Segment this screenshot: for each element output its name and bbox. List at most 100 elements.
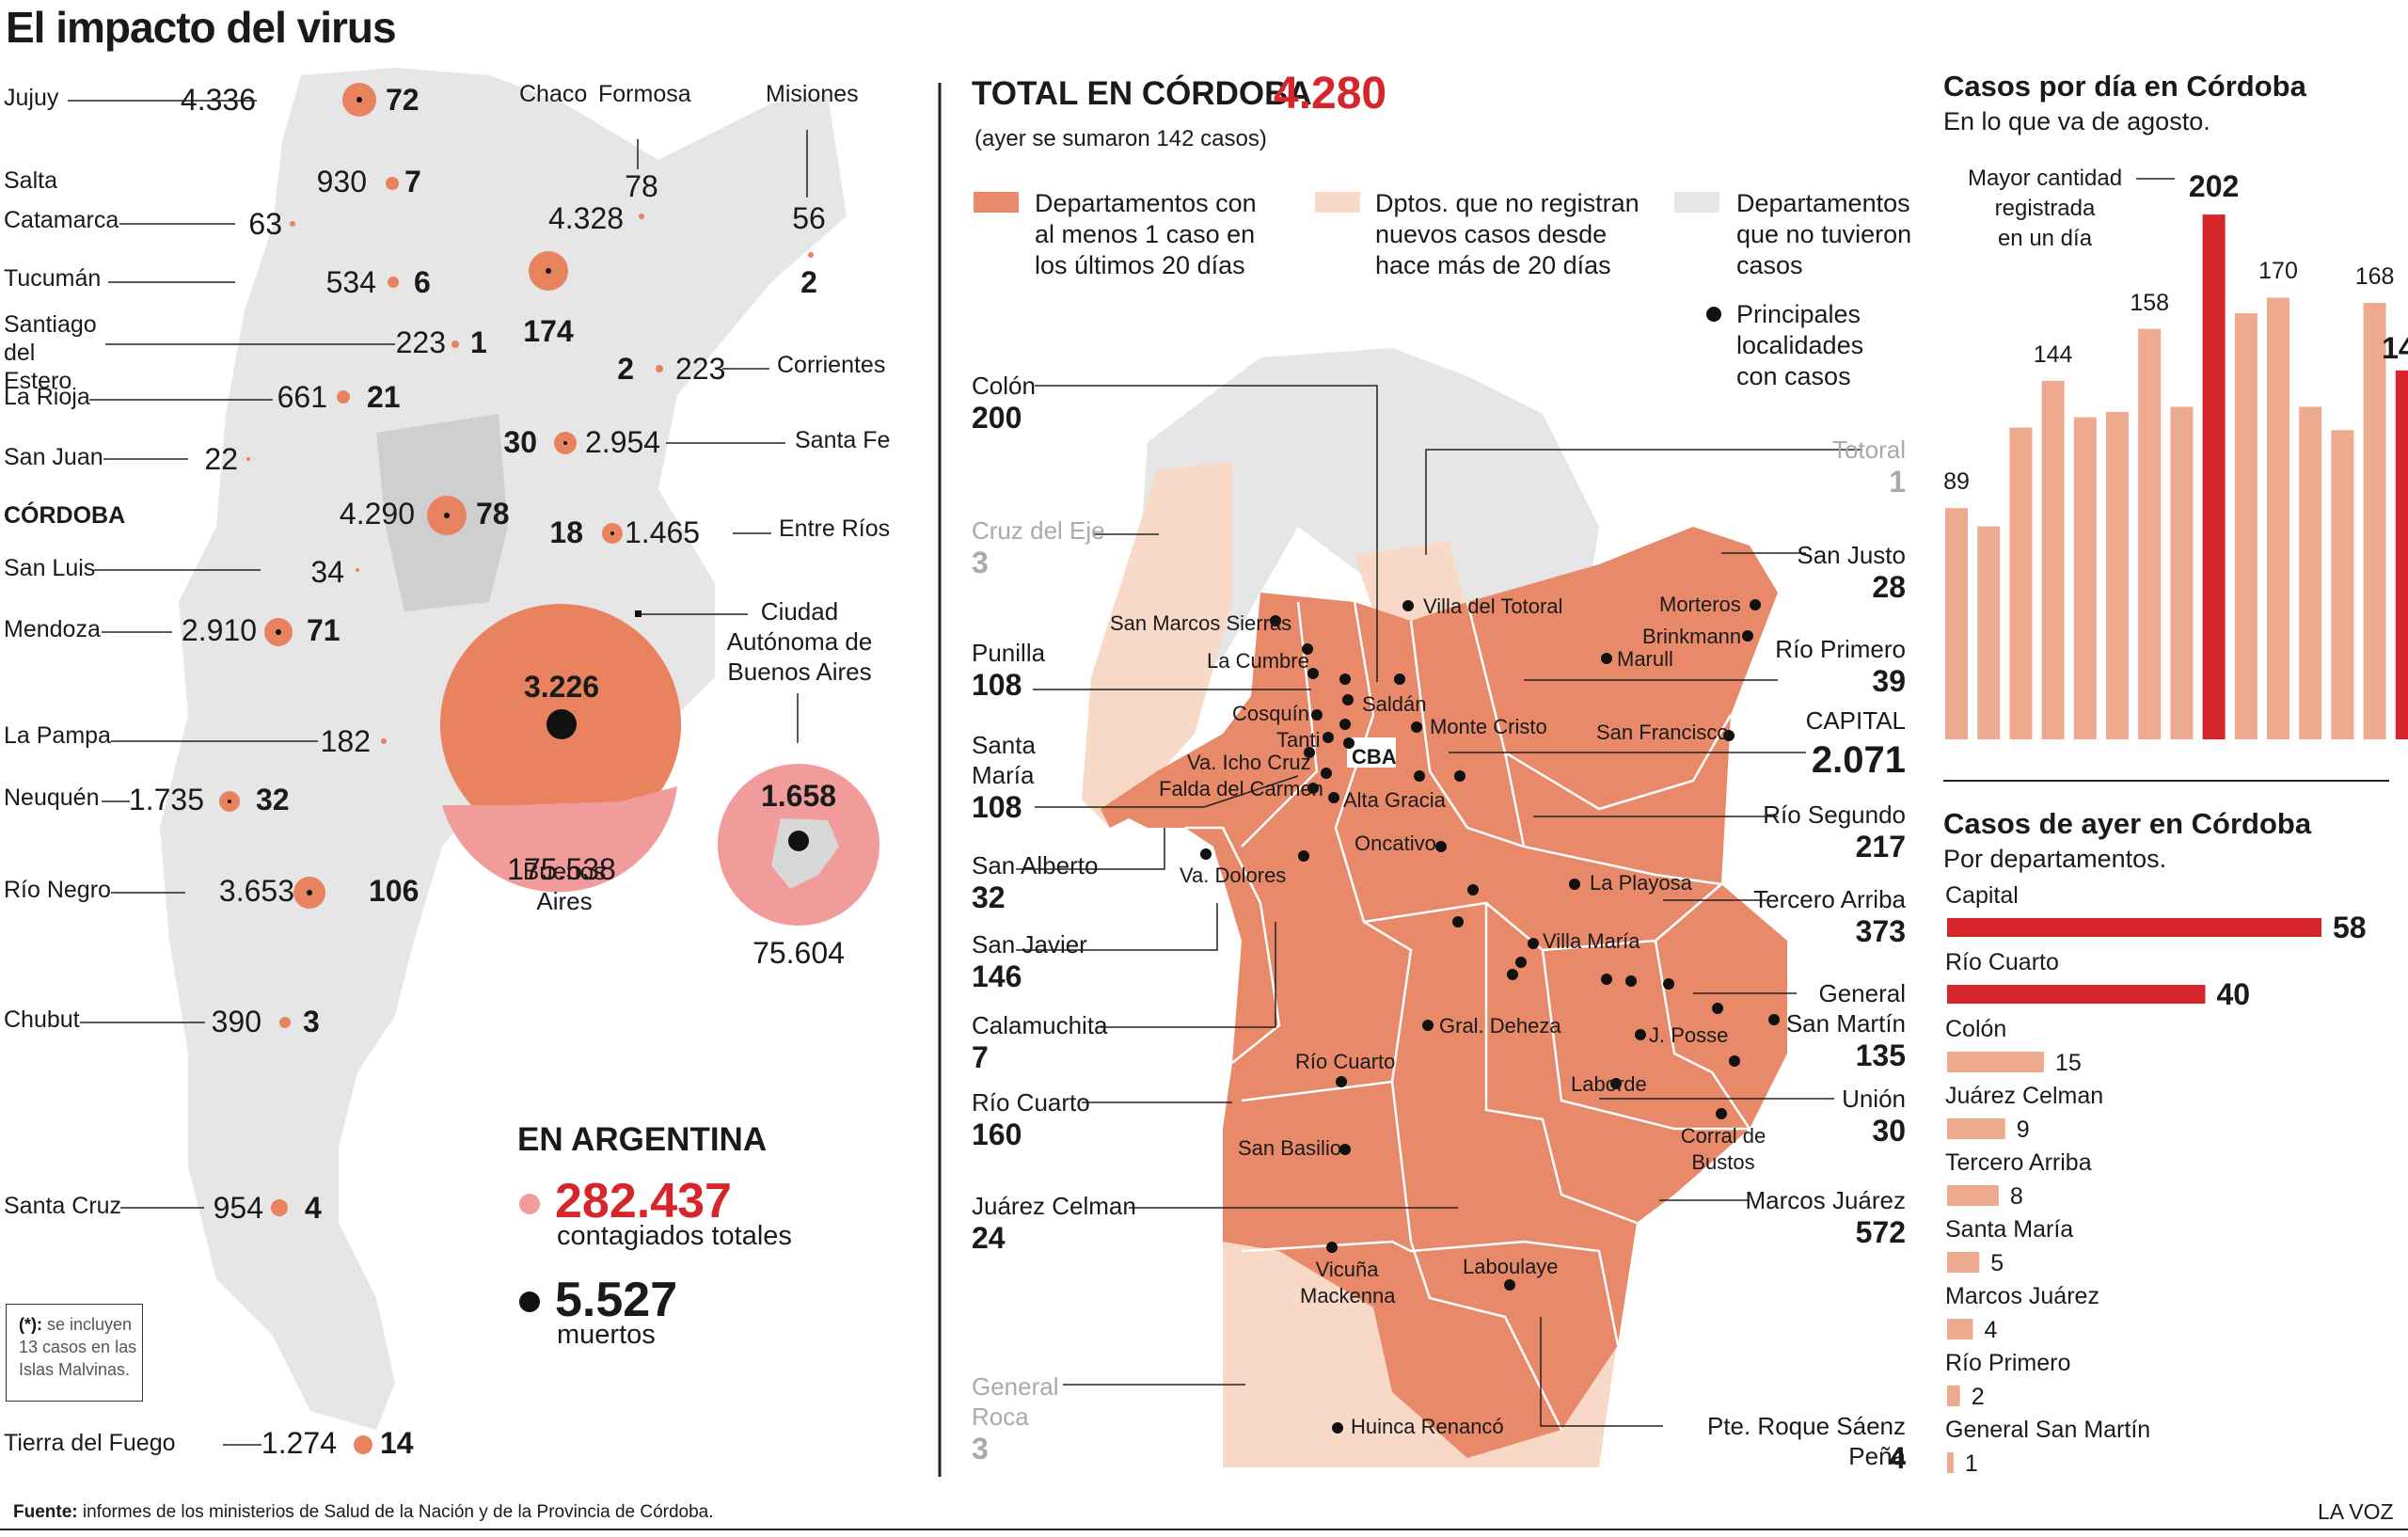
department-name: Colón [972,372,1036,400]
yesterday-bar-category: Capital [1945,882,2019,909]
daily-bar-label: 158 [2130,289,2170,316]
yesterday-chart-subtitle: Por departamentos. [1943,845,2167,873]
province-cases: 661 [277,380,327,414]
province-cases: 534 [325,265,376,299]
department-cases: 200 [972,401,1022,435]
legend-dot-localities [1706,307,1721,322]
legend-swatch-none [1674,192,1719,213]
department-borders [1185,601,1751,1431]
summary-total-deaths: 5.527 [555,1273,678,1327]
cordoba-subtitle: (ayer se sumaron 142 casos) [974,126,1267,151]
bubble-corrientes [656,365,663,372]
source-line: Fuente: informes de los ministerios de S… [13,1502,714,1522]
province-deaths: 4 [305,1191,322,1225]
department-cases: 32 [972,880,1006,914]
province-cases: 34 [310,555,344,589]
province-cases: 175.538 [507,852,616,886]
yesterday-bar [1947,1452,1954,1473]
department-name: CAPITAL [1805,706,1906,735]
locality-label: Monte Cristo [1430,715,1547,738]
province-label: Chubut [4,1006,80,1033]
summary-deaths-label: muertos [557,1320,656,1350]
department-name: Juárez Celman [972,1192,1136,1220]
locality-label: Morteros [1659,593,1741,616]
yesterday-bar-value: 1 [1964,1450,1978,1477]
department-name: San Alberto [972,851,1099,879]
province-label: CÓRDOBA [4,502,126,529]
daily-bar [1977,526,2001,739]
leader-lines-cordoba [1016,385,1862,1427]
department-cases: 39 [1872,664,1906,698]
yesterday-bar [1947,1052,2044,1072]
province-bubbles [219,83,879,1454]
daily-chart-subtitle: En lo que va de agosto. [1943,107,2210,135]
department-name: Tercero Arriba [1753,885,1906,913]
locality-label: San Basilio [1238,1136,1342,1160]
locality-label: Tanti [1276,728,1321,752]
department-cases: 146 [972,959,1022,993]
province-label: Tierra del Fuego [4,1430,176,1456]
locality-label: Va. Dolores [1180,864,1287,887]
daily-bar [2138,328,2162,739]
locality-label: Villa María [1543,929,1640,953]
caba-shape [771,818,839,889]
cordoba-with-cases [1101,527,1787,1458]
department-cases: 572 [1855,1215,1906,1249]
department-name: Calamuchita [972,1011,1108,1039]
bubble-catamarca [290,221,295,227]
department-cases: 24 [972,1221,1006,1255]
capital-area [1347,737,1396,768]
daily-chart-title: Casos por día en Córdoba [1943,70,2306,103]
daily-bar [2202,214,2226,740]
summary-deaths-dot [519,1291,540,1312]
daily-bar [2299,406,2322,739]
locality-label: Laborde [1571,1072,1647,1096]
yesterday-bar-value: 2 [1971,1384,1985,1410]
daily-bar [2363,303,2386,739]
cordoba-old-cases [1082,461,1232,828]
daily-bar [2106,412,2129,739]
locality-label: Va. Icho Cruz [1187,751,1311,774]
locality-label: Marull [1617,647,1673,671]
daily-bar-label: 89 [1943,468,1970,496]
note-box [6,1304,143,1402]
yesterday-bar-category: Juárez Celman [1945,1083,2104,1109]
province-deaths: 6 [414,265,431,299]
province-deaths: 2 [617,352,634,386]
daily-annotation: Mayor cantidad registrada en un día [1967,166,2123,251]
locality-label: Brinkmann [1642,625,1742,648]
bubble-santiago [452,341,459,348]
department-cases: 7 [972,1040,989,1074]
yesterday-bar-category: Río Cuarto [1945,949,2059,975]
department-name: San Javier [972,930,1087,959]
yesterday-bar-value: 4 [1984,1317,1998,1343]
bubble-larioja [337,390,350,404]
province-cases: 4.336 [180,83,256,117]
locality-label: Vicuña Mackenna [1300,1258,1396,1307]
legend-none-text: Departamentos que no tuvieron casos [1736,189,1912,279]
department-name: General San Martín [1785,979,1906,1038]
yesterday-bar-value: 58 [2333,911,2367,944]
locality-label: Cosquín [1232,702,1309,725]
province-deaths: 2 [800,265,817,299]
province-deaths: 18 [549,515,583,549]
province-cases: 3.653 [218,874,294,908]
locality-label: Gral. Deheza [1439,1014,1561,1038]
cordoba-total: 4.280 [1274,69,1387,119]
province-cases: 182 [320,724,371,758]
yesterday-bar [1947,1118,2005,1139]
province-cases: 56 [792,201,826,235]
locality-label: La Cumbre [1207,649,1309,673]
legend-swatch-cases [974,192,1019,213]
yesterday-bar [1947,1185,1999,1206]
province-deaths: 7 [404,165,421,198]
province-label: San Juan [4,444,103,470]
province-deaths: 3.226 [523,670,600,704]
province-label: La Pampa [4,722,111,749]
department-cases: 160 [972,1117,1022,1151]
yesterday-chart-title: Casos de ayer en Córdoba [1943,807,2312,840]
province-cases: 223 [395,325,446,359]
province-deaths: 106 [369,874,420,908]
province-cases: 4.290 [339,497,415,531]
legend-old-text: Dptos. que no registran nuevos casos desd… [1375,189,1640,279]
